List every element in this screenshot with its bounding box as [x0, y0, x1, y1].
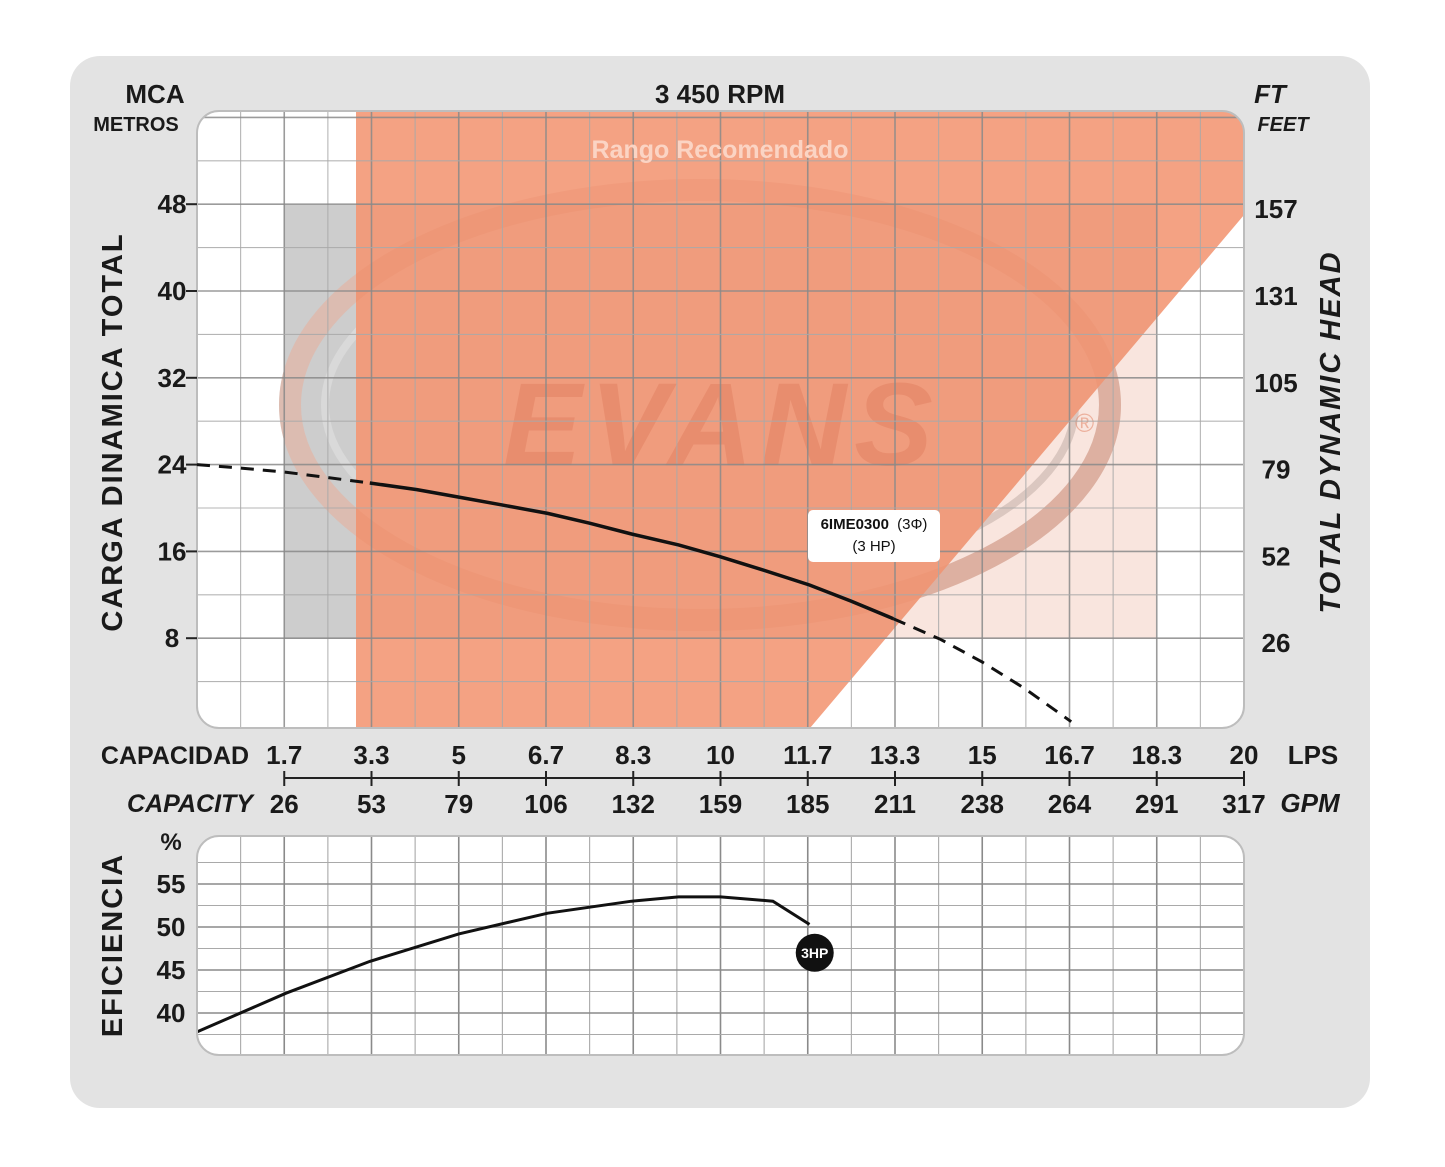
head-grid	[197, 111, 1244, 728]
x-axis-unit-lps: LPS	[1288, 740, 1339, 770]
right-axis-tick-label: 105	[1254, 368, 1297, 398]
left-axis-label: CARGA DINAMICA TOTAL	[97, 232, 129, 631]
right-axis-tick-label: 52	[1262, 541, 1291, 571]
efficiency-axis-ticks: 40 45 50 55	[157, 869, 186, 1028]
right-axis-tick-label: 79	[1262, 455, 1291, 485]
series-model-label: 6IME0300	[821, 516, 889, 533]
efficiency-tick-label: 40	[157, 998, 186, 1028]
x-axis-tick-label-gpm: 185	[786, 789, 829, 819]
efficiency-plot: 3HP	[196, 835, 1245, 1056]
x-axis-tick-label-gpm: 53	[357, 789, 386, 819]
right-axis-unit: FT	[1254, 79, 1288, 109]
efficiency-unit: %	[160, 829, 181, 856]
efficiency-axis-label: EFICIENCIA	[97, 853, 129, 1037]
right-axis-tick-label: 157	[1254, 194, 1297, 224]
x-axis-ticks: 1.7 26 3.3 53 5 79 6.7 106 8.3 132 10 159 11.7 185 13.…	[266, 740, 1266, 819]
head-plot: EVANS ® Rango Recomendado 6IME0300 (3Φ) …	[196, 110, 1245, 729]
x-axis-tick-label-lps: 18.3	[1131, 740, 1182, 770]
x-axis-tick-label-lps: 10	[706, 740, 735, 770]
head-curve-dashed-start	[196, 463, 370, 485]
x-axis-label-es: CAPACIDAD	[101, 742, 249, 770]
head-curve-recommended	[369, 481, 894, 621]
left-axis-tick-label: 40	[158, 276, 187, 306]
series-phase-label: (3Φ)	[897, 516, 927, 533]
x-axis-tick-label-gpm: 79	[444, 789, 473, 819]
series-label-box: 6IME0300 (3Φ) (3 HP)	[808, 510, 940, 562]
x-axis-tick-label-lps: 6.7	[528, 740, 564, 770]
efficiency-end-label: 3HP	[801, 945, 828, 961]
x-axis-tick-label-gpm: 106	[524, 789, 567, 819]
left-axis-tick-label: 48	[158, 189, 187, 219]
recommended-range-region	[356, 111, 1244, 728]
right-axis-tick-label: 26	[1262, 628, 1291, 658]
x-axis-tick-label-gpm: 264	[1048, 789, 1092, 819]
x-axis-tick-label-lps: 8.3	[615, 740, 651, 770]
right-axis-tick-label: 131	[1254, 281, 1297, 311]
efficiency-grid	[197, 836, 1244, 1055]
chart-title: 3 450 RPM	[655, 79, 785, 109]
efficiency-tick-label: 55	[157, 869, 186, 899]
series-power-label: (3 HP)	[852, 538, 895, 555]
left-axis-tick-label: 8	[165, 623, 179, 653]
x-axis-tick-label-gpm: 291	[1135, 789, 1178, 819]
left-axis-tick-label: 24	[158, 450, 187, 480]
efficiency-end-point	[795, 933, 834, 972]
watermark-text: EVANS	[503, 359, 941, 491]
left-axis-ticks: 8 16 24 32 40 48	[158, 189, 197, 653]
efficiency-plot-frame	[196, 835, 1245, 1056]
x-axis-unit-gpm: GPM	[1280, 788, 1341, 818]
right-axis-label: TOTAL DYNAMIC HEAD	[1315, 250, 1347, 613]
watermark-registered-icon: ®	[1075, 408, 1094, 438]
head-plot-frame	[196, 110, 1245, 729]
x-axis-tick-label-lps: 15	[968, 740, 997, 770]
efficiency-tick-label: 50	[157, 912, 186, 942]
x-axis-tick-label-lps: 1.7	[266, 740, 302, 770]
left-axis-tick-label: 16	[158, 536, 187, 566]
efficiency-curve	[197, 895, 811, 1034]
x-axis-tick-label-gpm: 317	[1222, 789, 1265, 819]
x-axis-tick-label-lps: 5	[452, 740, 466, 770]
x-axis-tick-label-gpm: 238	[961, 789, 1004, 819]
left-axis-tick-label: 32	[158, 363, 187, 393]
x-axis-tick-label-lps: 16.7	[1044, 740, 1095, 770]
x-axis-tick-label-lps: 13.3	[870, 740, 921, 770]
x-axis-tick-label-lps: 3.3	[353, 740, 389, 770]
left-axis-unit: MCA	[125, 79, 184, 109]
efficiency-tick-label: 45	[157, 955, 186, 985]
x-axis-tick-label-lps: 11.7	[783, 740, 832, 770]
x-axis-tick-label-lps: 20	[1230, 740, 1259, 770]
right-axis-unit-sub: FEET	[1257, 114, 1310, 136]
head-curve-dashed-end	[892, 617, 1073, 723]
efficiency-end-marker: 3HP	[795, 933, 834, 972]
right-axis-ticks: 26 52 79 105 131 157	[1254, 194, 1297, 658]
x-axis-tick-label-gpm: 132	[612, 789, 655, 819]
x-axis-tick-label-gpm: 159	[699, 789, 742, 819]
x-axis-tick-label-gpm: 211	[874, 789, 916, 819]
recommended-range-label: Rango Recomendado	[592, 136, 849, 164]
x-axis-tick-label-gpm: 26	[270, 789, 299, 819]
left-axis-unit-sub: METROS	[93, 114, 179, 136]
svg-text:6IME0300 (3Φ): 6IME0300 (3Φ)	[821, 516, 928, 533]
watermark-ring-outer-tint	[279, 179, 1121, 631]
x-axis-label-en: CAPACITY	[127, 790, 255, 818]
